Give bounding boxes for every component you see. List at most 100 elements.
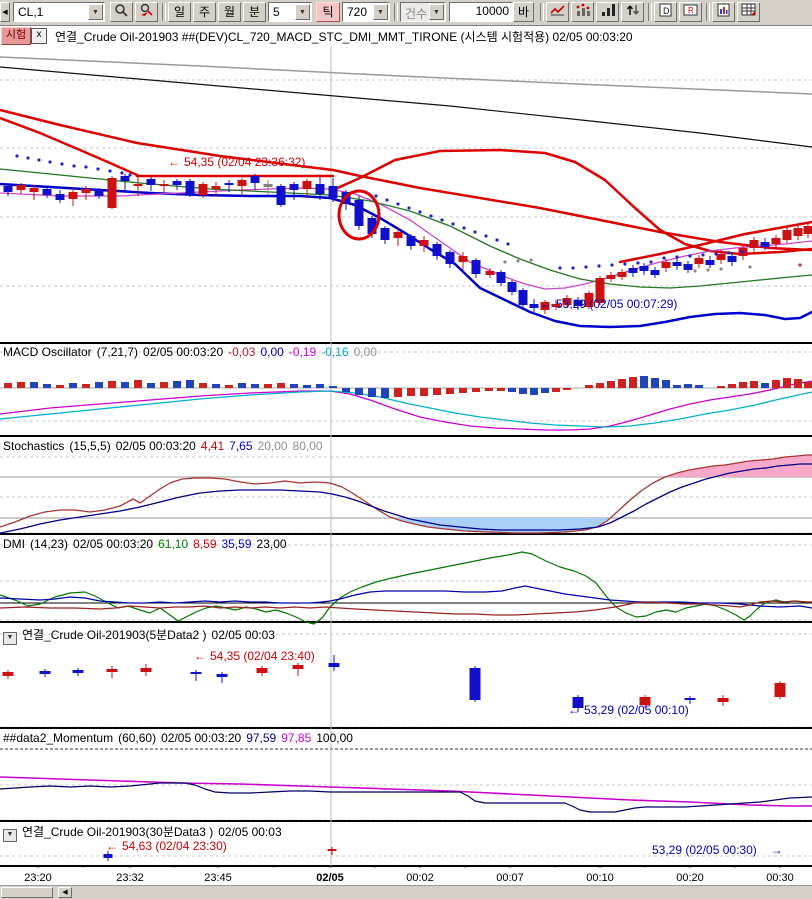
period-day-button[interactable]: 일	[168, 2, 191, 22]
indicator-value: 97,85	[281, 731, 312, 745]
arrow-left-icon: ←	[568, 703, 580, 717]
bar-count-value: 10000	[475, 4, 509, 18]
indicator-value: 23,00	[256, 537, 287, 551]
arrow-left-icon: ←	[106, 839, 118, 853]
symbol-combo[interactable]: CL,1 ▼	[13, 2, 105, 22]
search-goto-button[interactable]	[135, 2, 158, 22]
high-price-label: 54,35 (02/04 23:40)	[210, 649, 315, 663]
test-mode-badge: 시험	[1, 27, 31, 45]
x-axis-label: 23:20	[24, 872, 52, 884]
indicator-params: (7,21,7)	[96, 345, 139, 359]
toolbar-separator	[706, 3, 710, 21]
data2-high-annotation: ← 54,35 (02/04 23:40)	[194, 649, 315, 663]
momentum-panel-header: ##data2_Momentum (60,60) 02/05 00:03:20 97,…	[3, 731, 358, 745]
macd-panel-header: MACD Oscillator (7,21,7) 02/05 00:03:20 -0,…	[3, 345, 382, 359]
search-button[interactable]	[110, 2, 133, 22]
toolbar-separator	[540, 3, 544, 21]
high-price-label: 54,63 (02/04 23:30)	[122, 839, 227, 853]
indicator-title: Stochastics	[3, 439, 65, 453]
indicator-value: -0,19	[288, 345, 317, 359]
low-price-label: 53,29 (02/05 00:07:29)	[556, 297, 678, 311]
indicator-value: 100,00	[316, 731, 353, 745]
report-button[interactable]	[712, 2, 735, 22]
horizontal-scrollbar[interactable]: ◀	[0, 885, 812, 899]
signal-chart-button[interactable]	[571, 2, 594, 22]
period-minute-label: 분	[248, 4, 261, 19]
collapse-left-button[interactable]: ◀	[0, 2, 10, 22]
period-week-label: 주	[198, 4, 211, 19]
chevron-down-icon[interactable]: ▼	[3, 829, 17, 842]
period-month-button[interactable]: 월	[218, 2, 241, 22]
period-week-button[interactable]: 주	[193, 2, 216, 22]
data3-panel-header: ▼ 연결_Crude Oil-201903(30분Data3 ) 02/05 00:…	[3, 823, 287, 842]
sort-updown-button[interactable]	[621, 2, 644, 22]
indicator-value: 0,00	[353, 345, 377, 359]
indicator-params: (60,60)	[118, 731, 157, 745]
bar-count-input[interactable]: 10000	[449, 2, 513, 22]
bars-unit-button[interactable]: 바	[513, 2, 534, 22]
x-axis-label: 23:45	[204, 872, 232, 884]
main-low-annotation: ← 53,29 (02/05 00:07:29)	[540, 297, 677, 311]
count-combo-label: 건수	[405, 7, 428, 21]
chevron-down-icon[interactable]: ▼	[3, 632, 17, 645]
period-tick-button[interactable]: 틱	[316, 2, 340, 22]
arrow-left-icon: ←	[540, 297, 552, 311]
x-axis-label: 00:10	[586, 872, 614, 884]
chart-title-bar: 시험 x 연결_Crude Oil-201903 ##(DEV)CL_720_M…	[0, 26, 812, 45]
toolbar-separator	[394, 3, 398, 21]
indicator-value: 61,10	[158, 537, 189, 551]
toolbar-separator	[648, 3, 652, 21]
bars-signal-icon	[576, 3, 590, 16]
data-window-button[interactable]: D	[654, 2, 677, 22]
toolbar: ◀ CL,1 ▼ 일 주 월 분 5 ▼ 틱 720 ▼ 건수 ▼ 10000	[0, 0, 812, 26]
chart-title: 연결_Crude Oil-201903 ##(DEV)CL_720_MACD_S…	[55, 30, 633, 44]
high-price-label: 54,35 (02/04 23:36:32)	[184, 155, 306, 169]
grid-view-button[interactable]	[737, 2, 760, 22]
chevron-down-icon[interactable]: ▼	[88, 4, 103, 20]
data3-high-annotation: ← 54,63 (02/04 23:30)	[106, 839, 227, 853]
arrow-left-icon: ←	[194, 649, 206, 663]
minute-combo[interactable]: 5 ▼	[268, 2, 312, 22]
x-axis-label: 00:07	[496, 872, 524, 884]
period-month-label: 월	[223, 4, 236, 19]
tick-combo[interactable]: 720 ▼	[342, 2, 390, 22]
period-tick-label: 틱	[322, 4, 334, 19]
chevron-down-icon[interactable]: ▼	[295, 4, 310, 20]
panel-time: 02/05 00:03	[211, 628, 275, 642]
low-price-label: 53,29 (02/05 00:10)	[584, 703, 689, 717]
sort-updown-icon	[626, 5, 639, 15]
indicator-title: ##data2_Momentum	[3, 731, 114, 745]
count-combo-disabled: 건수 ▼	[400, 2, 446, 22]
indicator-title: DMI	[3, 537, 25, 551]
indicator-time: 02/05 00:03:20	[73, 537, 154, 551]
indicator-line-button[interactable]	[546, 2, 569, 22]
indicator-value: 4,41	[200, 439, 225, 453]
search-goto-icon	[140, 3, 153, 16]
data2-low-annotation: ← 53,29 (02/05 00:10)	[568, 703, 689, 717]
indicator-time: 02/05 00:03:20	[161, 731, 242, 745]
x-axis: 23:20 23:32 23:45 02/05 00:02 00:07 00:10 00:20…	[0, 868, 812, 885]
toolbar-separator	[162, 3, 166, 21]
panel-title: 연결_Crude Oil-201903(5분Data2 )	[22, 628, 207, 642]
x-axis-label: 00:02	[406, 872, 434, 884]
doc-d-icon: D	[659, 3, 671, 17]
scrollbar-left-button[interactable]: ◀	[58, 887, 72, 898]
x-axis-label: 23:32	[116, 872, 144, 884]
svg-text:R: R	[688, 6, 694, 15]
tick-combo-value: 720	[347, 5, 368, 19]
screen-register-button[interactable]: R	[679, 2, 702, 22]
screen-r-icon: R	[683, 4, 697, 16]
close-icon[interactable]: x	[31, 28, 47, 44]
symbol-combo-value: CL,1	[18, 5, 44, 19]
indicator-value: 20,00	[257, 439, 288, 453]
indicator-value: 7,65	[229, 439, 253, 453]
indicator-title: MACD Oscillator	[3, 345, 92, 359]
period-minute-button[interactable]: 분	[243, 2, 266, 22]
period-day-label: 일	[173, 4, 186, 19]
svg-text:D: D	[663, 6, 670, 16]
bar-chart-button[interactable]	[596, 2, 619, 22]
indicator-time: 02/05 00:03:20	[143, 345, 224, 359]
scrollbar-thumb[interactable]	[1, 887, 53, 898]
chevron-down-icon[interactable]: ▼	[373, 4, 388, 20]
